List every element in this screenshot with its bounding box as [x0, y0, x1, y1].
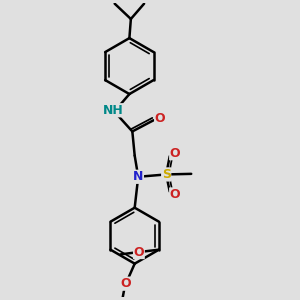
Text: O: O: [134, 245, 144, 259]
Text: N: N: [133, 170, 143, 183]
Text: O: O: [120, 277, 130, 290]
Text: O: O: [170, 147, 180, 160]
Text: O: O: [155, 112, 165, 125]
Text: O: O: [170, 188, 180, 201]
Text: NH: NH: [103, 104, 124, 117]
Text: S: S: [162, 168, 171, 181]
